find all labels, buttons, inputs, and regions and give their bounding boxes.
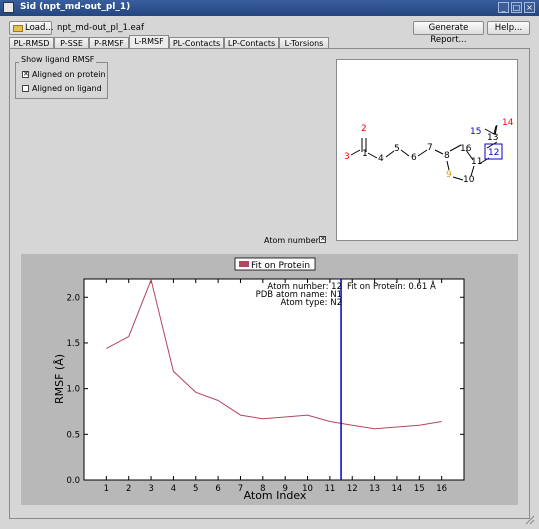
x-tick-label: 5 <box>193 484 198 494</box>
y-tick-label: 0.0 <box>66 476 80 486</box>
atom-label: 6 <box>411 153 417 163</box>
aligned-on-protein-label[interactable]: Aligned on protein <box>32 70 106 79</box>
file-name: npt_md-out_pl_1.eaf <box>57 23 144 33</box>
x-tick-label: 13 <box>369 484 380 494</box>
annotation-pdb-atom-name: PDB atom name: N1 <box>256 290 342 300</box>
x-tick-label: 2 <box>126 484 131 494</box>
generate-report-button[interactable]: Generate Report... <box>413 21 484 45</box>
atom-label: 10 <box>463 175 475 185</box>
window-title-bar: Sid (npt_md-out_pl_1) _ □ × <box>0 0 539 16</box>
tab-l-rmsf[interactable]: L-RMSF <box>129 35 169 49</box>
ligand-rmsf-group <box>15 62 108 99</box>
atom-label: 16 <box>460 144 472 154</box>
maximize-icon[interactable]: □ <box>511 2 522 13</box>
tab-lp-contacts[interactable]: LP-Contacts <box>224 37 279 49</box>
y-tick-label: 0.5 <box>66 430 80 440</box>
legend-label: Fit on Protein <box>251 261 310 271</box>
tab-p-rmsf[interactable]: P-RMSF <box>89 37 129 49</box>
folder-icon <box>13 25 23 32</box>
y-axis: 0.0 0.5 1.0 1.5 2.0 <box>66 293 464 486</box>
atom-numbers-checkbox[interactable]: ✕ <box>319 235 326 243</box>
load-button[interactable]: Load... <box>9 21 54 35</box>
atom-label: 3 <box>344 152 350 162</box>
annotation-fit-value: Fit on Protein: 0.61 Å <box>347 280 436 292</box>
plot-frame <box>83 278 465 481</box>
ligand-structure-view: 2 1 3 4 5 6 7 8 9 10 11 12 13 14 15 16 <box>336 59 518 241</box>
atom-numbers-label[interactable]: Atom numbers <box>264 236 324 245</box>
rmsf-chart[interactable]: Fit on Protein 1 2 3 4 5 6 7 8 9 10 11 12 13 14 15 16 0… <box>21 254 518 505</box>
y-tick-label: 1.0 <box>66 385 80 395</box>
atom-label: 4 <box>378 154 384 164</box>
atom-label: 15 <box>470 127 481 137</box>
x-tick-label: 7 <box>238 484 243 494</box>
aligned-on-ligand-label[interactable]: Aligned on ligand <box>32 84 102 93</box>
x-tick-label: 15 <box>414 484 425 494</box>
y-axis-label: RMSF (Å) <box>53 354 66 404</box>
x-axis: 1 2 3 4 5 6 7 8 9 10 11 12 13 14 15 16 <box>104 279 447 494</box>
x-tick-label: 3 <box>148 484 153 494</box>
x-tick-label: 9 <box>282 484 287 494</box>
highlighted-atom-box <box>484 143 503 160</box>
atom-label: 14 <box>502 118 514 128</box>
x-tick-label: 14 <box>392 484 403 494</box>
close-icon[interactable]: × <box>524 2 535 13</box>
atom-label: 9 <box>446 170 452 180</box>
x-tick-label: 16 <box>436 484 447 494</box>
legend-box <box>234 257 316 271</box>
legend: Fit on Protein <box>234 257 316 271</box>
tab-p-sse[interactable]: P-SSE <box>54 37 89 49</box>
x-axis-label: Atom Index <box>244 489 307 502</box>
atom-label: 7 <box>427 143 433 153</box>
rmsf-plot-area: Fit on Protein 1 2 3 4 5 6 7 8 9 10 11 12 13 14 15 16 0… <box>21 254 518 505</box>
tab-l-torsions[interactable]: L-Torsions <box>279 37 329 49</box>
minimize-icon[interactable]: _ <box>498 2 509 13</box>
aligned-on-ligand-checkbox[interactable] <box>22 85 29 92</box>
x-tick-label: 6 <box>215 484 220 494</box>
series-line <box>106 278 442 430</box>
window-title: Sid (npt_md-out_pl_1) <box>20 2 131 12</box>
tab-pl-rmsd[interactable]: PL-RMSD <box>9 37 54 49</box>
y-tick-label: 1.5 <box>66 339 80 349</box>
atom-label: 13 <box>487 133 498 143</box>
x-tick-label: 8 <box>260 484 265 494</box>
x-tick-label: 11 <box>324 484 335 494</box>
x-tick-label: 4 <box>171 484 176 494</box>
help-button[interactable]: Help... <box>487 21 530 35</box>
x-tick-label: 1 <box>104 484 109 494</box>
annotation-atom-type: Atom type: N2 <box>280 298 342 308</box>
app-icon <box>3 2 14 13</box>
atom-label: 2 <box>361 124 367 134</box>
resize-grip-icon[interactable] <box>523 513 535 525</box>
atom-label: 1 <box>362 149 368 159</box>
atom-label: 12 <box>488 148 499 158</box>
load-button-label: Load... <box>25 23 54 33</box>
structure-bonds <box>350 124 498 181</box>
legend-swatch <box>239 261 249 267</box>
atom-label: 8 <box>444 151 450 161</box>
ligand-structure-diagram: 2 1 3 4 5 6 7 8 9 10 11 12 13 14 15 16 <box>344 118 514 185</box>
ligand-rmsf-group-title: Show ligand RMSF <box>19 55 97 64</box>
x-tick-label: 10 <box>302 484 313 494</box>
atom-label: 11 <box>471 157 482 167</box>
atom-label: 5 <box>394 144 400 154</box>
x-tick-label: 12 <box>347 484 358 494</box>
tab-pl-contacts[interactable]: PL-Contacts <box>169 37 224 49</box>
annotation-atom-number: Atom number: 12 <box>267 282 342 292</box>
y-tick-label: 2.0 <box>66 293 80 303</box>
aligned-on-protein-checkbox[interactable]: ✕ <box>22 70 29 78</box>
